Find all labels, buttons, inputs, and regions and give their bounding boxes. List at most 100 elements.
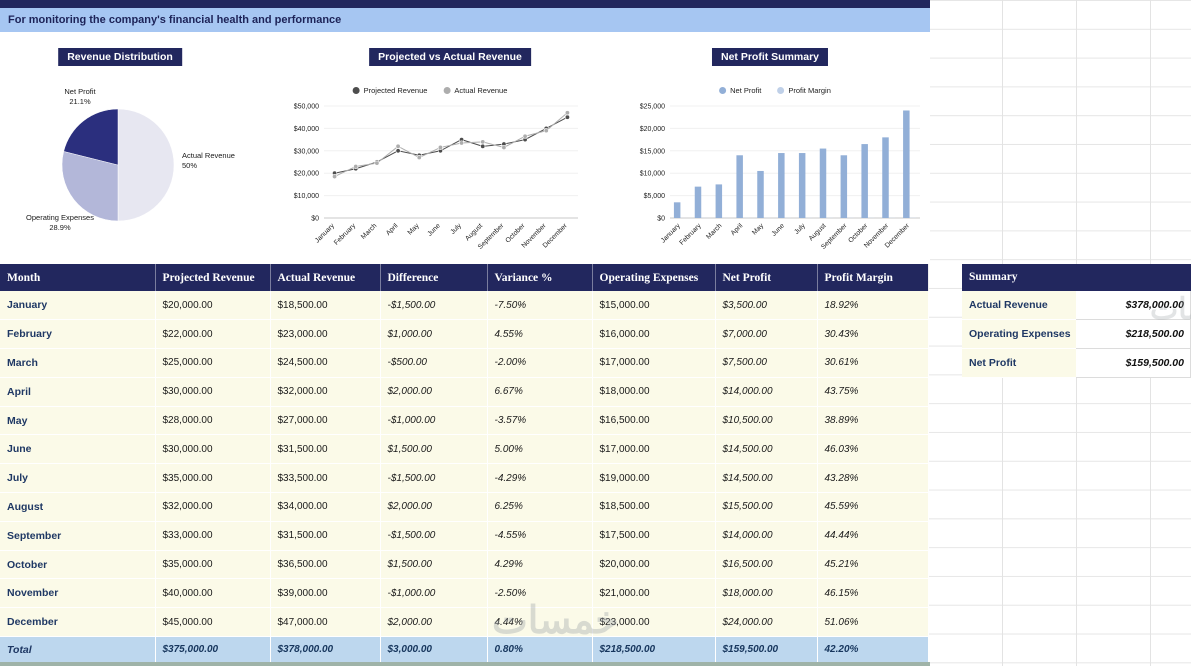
table-cell[interactable]: $7,000.00 — [715, 319, 818, 350]
table-cell[interactable]: -$1,000.00 — [380, 406, 488, 436]
table-cell[interactable]: $10,500.00 — [715, 406, 818, 436]
month-cell[interactable]: July — [0, 463, 156, 494]
summary-label[interactable]: Operating Expenses — [962, 320, 1076, 349]
table-cell[interactable]: $15,500.00 — [715, 492, 818, 522]
net-profit-chart[interactable]: Net Profit Profit Margin $0 $5,000 $10,000… — [620, 82, 930, 264]
column-header[interactable]: Variance % — [487, 264, 593, 291]
table-cell[interactable]: $32,000.00 — [155, 492, 271, 522]
table-cell[interactable]: $16,500.00 — [592, 406, 716, 436]
month-cell[interactable]: September — [0, 521, 156, 551]
month-cell[interactable]: December — [0, 607, 156, 638]
table-cell[interactable]: 44.44% — [817, 521, 929, 551]
table-cell[interactable]: $17,000.00 — [592, 434, 716, 465]
total-cell[interactable]: Total — [0, 636, 156, 664]
table-cell[interactable]: $39,000.00 — [270, 578, 381, 609]
table-cell[interactable]: $18,000.00 — [715, 578, 818, 609]
table-cell[interactable]: 4.29% — [487, 550, 593, 580]
dashboard-subtitle-banner[interactable]: For monitoring the company's financial h… — [0, 8, 930, 32]
table-cell[interactable]: $28,000.00 — [155, 406, 271, 436]
column-header[interactable]: Operating Expenses — [592, 264, 716, 291]
month-cell[interactable]: January — [0, 291, 156, 321]
table-cell[interactable]: $2,000.00 — [380, 377, 488, 407]
column-header[interactable]: Actual Revenue — [270, 264, 381, 291]
table-cell[interactable]: $33,500.00 — [270, 463, 381, 494]
table-cell[interactable]: $14,000.00 — [715, 377, 818, 407]
table-cell[interactable]: -2.00% — [487, 348, 593, 378]
table-cell[interactable]: $23,000.00 — [270, 319, 381, 350]
total-cell[interactable]: $378,000.00 — [270, 636, 381, 664]
table-cell[interactable]: $17,500.00 — [592, 521, 716, 551]
table-cell[interactable]: $27,000.00 — [270, 406, 381, 436]
table-cell[interactable]: $15,000.00 — [592, 291, 716, 321]
table-cell[interactable]: $14,500.00 — [715, 434, 818, 465]
table-cell[interactable]: $25,000.00 — [155, 348, 271, 378]
table-cell[interactable]: $1,000.00 — [380, 319, 488, 350]
summary-value[interactable]: $378,000.00 — [1076, 291, 1191, 320]
month-cell[interactable]: October — [0, 550, 156, 580]
column-header[interactable]: Month — [0, 264, 156, 291]
table-cell[interactable]: -$1,500.00 — [380, 291, 488, 321]
table-cell[interactable]: $45,000.00 — [155, 607, 271, 638]
column-header[interactable]: Profit Margin — [817, 264, 929, 291]
table-cell[interactable]: $14,000.00 — [715, 521, 818, 551]
table-cell[interactable]: $17,000.00 — [592, 348, 716, 378]
month-cell[interactable]: May — [0, 406, 156, 436]
table-cell[interactable]: 6.25% — [487, 492, 593, 522]
month-cell[interactable]: April — [0, 377, 156, 407]
table-cell[interactable]: $40,000.00 — [155, 578, 271, 609]
table-cell[interactable]: 45.21% — [817, 550, 929, 580]
total-cell[interactable]: 42.20% — [817, 636, 929, 664]
table-cell[interactable]: 51.06% — [817, 607, 929, 638]
table-cell[interactable]: $32,000.00 — [270, 377, 381, 407]
summary-label[interactable]: Actual Revenue — [962, 291, 1076, 320]
table-cell[interactable]: $14,500.00 — [715, 463, 818, 494]
table-cell[interactable]: $18,500.00 — [592, 492, 716, 522]
table-cell[interactable]: 4.55% — [487, 319, 593, 350]
table-cell[interactable]: $34,000.00 — [270, 492, 381, 522]
summary-value[interactable]: $159,500.00 — [1076, 349, 1191, 378]
table-cell[interactable]: 43.28% — [817, 463, 929, 494]
table-cell[interactable]: 46.03% — [817, 434, 929, 465]
month-cell[interactable]: June — [0, 434, 156, 465]
table-cell[interactable]: $18,000.00 — [592, 377, 716, 407]
table-cell[interactable]: $24,000.00 — [715, 607, 818, 638]
revenue-distribution-chart[interactable]: Net Profit 21.1% Actual Revenue 50% Oper… — [10, 85, 290, 262]
table-cell[interactable]: $33,000.00 — [155, 521, 271, 551]
table-cell[interactable]: $18,500.00 — [270, 291, 381, 321]
table-cell[interactable]: $22,000.00 — [155, 319, 271, 350]
table-cell[interactable]: 30.43% — [817, 319, 929, 350]
column-header[interactable]: Projected Revenue — [155, 264, 271, 291]
table-cell[interactable]: $30,000.00 — [155, 377, 271, 407]
table-cell[interactable]: $19,000.00 — [592, 463, 716, 494]
table-cell[interactable]: $21,000.00 — [592, 578, 716, 609]
total-cell[interactable]: $159,500.00 — [715, 636, 818, 664]
total-cell[interactable]: $375,000.00 — [155, 636, 271, 664]
table-cell[interactable]: $16,000.00 — [592, 319, 716, 350]
total-cell[interactable]: $218,500.00 — [592, 636, 716, 664]
table-cell[interactable]: -2.50% — [487, 578, 593, 609]
table-cell[interactable]: 30.61% — [817, 348, 929, 378]
table-cell[interactable]: -$1,000.00 — [380, 578, 488, 609]
table-cell[interactable]: $36,500.00 — [270, 550, 381, 580]
table-cell[interactable]: $7,500.00 — [715, 348, 818, 378]
summary-value[interactable]: $218,500.00 — [1076, 320, 1191, 349]
table-cell[interactable]: $31,500.00 — [270, 434, 381, 465]
month-cell[interactable]: August — [0, 492, 156, 522]
table-cell[interactable]: 6.67% — [487, 377, 593, 407]
table-cell[interactable]: -4.55% — [487, 521, 593, 551]
table-cell[interactable]: $35,000.00 — [155, 463, 271, 494]
table-cell[interactable]: $2,000.00 — [380, 607, 488, 638]
table-cell[interactable]: $35,000.00 — [155, 550, 271, 580]
table-cell[interactable]: 5.00% — [487, 434, 593, 465]
table-cell[interactable]: -7.50% — [487, 291, 593, 321]
table-cell[interactable]: -3.57% — [487, 406, 593, 436]
summary-title[interactable]: Summary — [962, 264, 1191, 291]
table-cell[interactable]: 18.92% — [817, 291, 929, 321]
total-cell[interactable]: $3,000.00 — [380, 636, 488, 664]
column-header[interactable]: Difference — [380, 264, 488, 291]
table-cell[interactable]: $30,000.00 — [155, 434, 271, 465]
projected-vs-actual-chart[interactable]: Projected Revenue Actual Revenue $0 $10,0… — [270, 82, 590, 264]
table-cell[interactable]: $20,000.00 — [592, 550, 716, 580]
table-cell[interactable]: $31,500.00 — [270, 521, 381, 551]
month-cell[interactable]: February — [0, 319, 156, 350]
